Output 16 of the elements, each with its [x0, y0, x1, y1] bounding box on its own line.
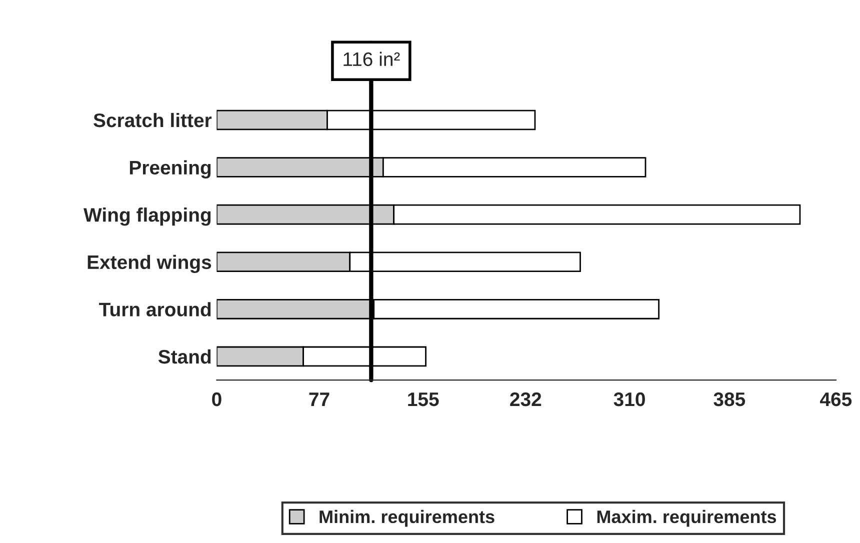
x-tick-label: 77 [309, 392, 330, 406]
legend-label: Maxim. requirements [597, 510, 776, 527]
x-tick-label: 232 [510, 392, 542, 406]
y-tick-label: Extend wings [88, 254, 212, 274]
x-tick-label: 385 [714, 392, 746, 406]
y-tick-label: Turn around [99, 302, 211, 316]
x-tick-label: 0 [212, 392, 222, 406]
x-tick-label: 155 [408, 392, 439, 406]
y-tick-label: Preening [130, 160, 211, 178]
x-tick-label: 310 [614, 392, 645, 406]
x-tick-label: 465 [820, 392, 852, 406]
y-tick-label: Wing flapping [84, 208, 211, 226]
y-tick-label: Scratch litter [94, 112, 212, 128]
y-tick-label: Stand [158, 349, 211, 364]
ref-line-label: 116 in² [344, 52, 400, 66]
legend-label: Minim. requirements [320, 510, 494, 527]
